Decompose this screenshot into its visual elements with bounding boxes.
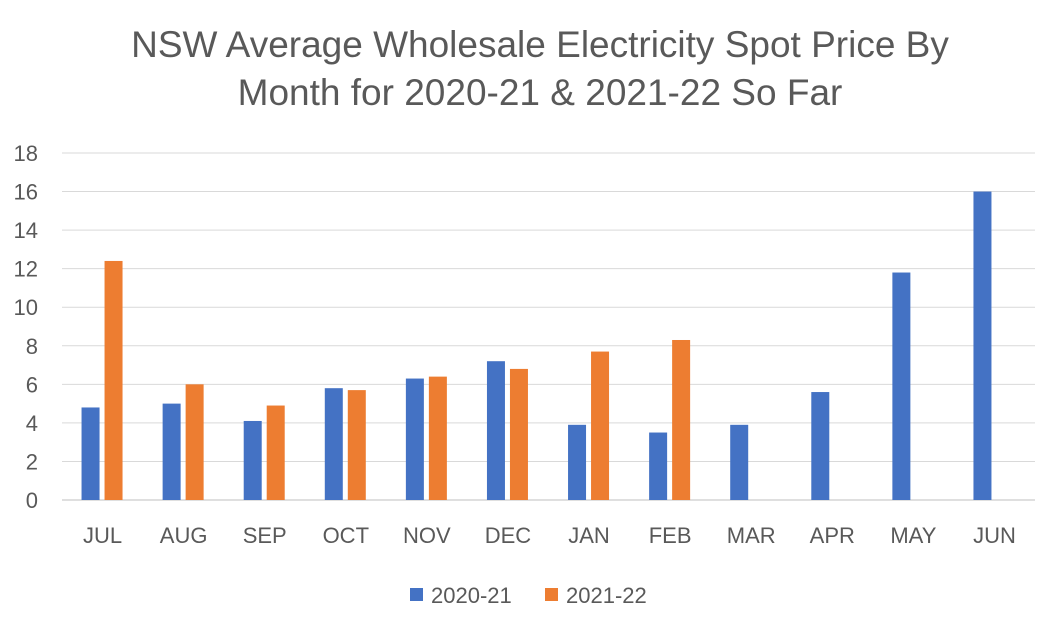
x-tick-label: MAY <box>890 523 936 548</box>
bar-2020-21-MAY <box>892 272 911 500</box>
y-tick-label: 12 <box>14 257 38 282</box>
legend: 2020-21 2021-22 <box>410 583 647 608</box>
x-tick-label: SEP <box>243 523 287 548</box>
bar-2021-22-FEB <box>672 339 691 500</box>
bar-2021-22-SEP <box>266 405 285 500</box>
bar-2021-22-AUG <box>185 384 204 500</box>
y-tick-label: 0 <box>26 488 38 513</box>
y-tick-label: 2 <box>26 449 38 474</box>
y-axis: 0 2 4 6 8 10 12 14 16 18 <box>14 141 38 513</box>
chart-title-line-2: Month for 2020-21 & 2021-22 So Far <box>237 72 843 113</box>
bar-2020-21-SEP <box>243 420 262 500</box>
bar-2020-21-AUG <box>162 403 181 500</box>
bar-2020-21-FEB <box>649 432 668 500</box>
y-tick-label: 8 <box>26 334 38 359</box>
legend-swatch <box>545 588 558 601</box>
bar-2020-21-JUN <box>973 191 992 501</box>
x-tick-label: DEC <box>485 523 532 548</box>
bar-2020-21-NOV <box>405 378 424 500</box>
y-tick-label: 14 <box>14 218 38 243</box>
bar-2020-21-JAN <box>568 424 587 500</box>
x-tick-label: APR <box>810 523 855 548</box>
bar-2021-22-JAN <box>591 351 610 500</box>
legend-label: 2020-21 <box>431 583 512 608</box>
legend-label: 2021-22 <box>566 583 647 608</box>
x-tick-label: JUL <box>83 523 122 548</box>
x-tick-label: JAN <box>568 523 610 548</box>
bar-2021-22-NOV <box>428 376 447 500</box>
x-tick-label: MAR <box>727 523 776 548</box>
x-tick-label: OCT <box>323 523 369 548</box>
x-tick-label: AUG <box>160 523 208 548</box>
bar-2021-22-OCT <box>347 390 366 500</box>
y-tick-label: 16 <box>14 180 38 205</box>
bar-2020-21-JUL <box>81 407 100 500</box>
y-tick-label: 6 <box>26 372 38 397</box>
bar-2021-22-JUL <box>104 260 123 500</box>
gridlines <box>62 152 1035 501</box>
x-axis: JUL AUG SEP OCT NOV DEC JAN FEB MAR APR MAY JUN <box>83 523 1016 548</box>
x-tick-label: JUN <box>973 523 1016 548</box>
x-tick-label: NOV <box>403 523 451 548</box>
bars <box>81 191 992 501</box>
x-tick-label: FEB <box>649 523 692 548</box>
bar-2020-21-OCT <box>324 388 343 500</box>
bar-2021-22-DEC <box>509 368 528 500</box>
bar-2020-21-MAR <box>730 424 749 500</box>
legend-swatch <box>410 588 423 601</box>
y-tick-label: 18 <box>14 141 38 166</box>
y-tick-label: 4 <box>26 411 38 436</box>
bar-2020-21-APR <box>811 392 830 500</box>
y-tick-label: 10 <box>14 295 38 320</box>
bar-2020-21-DEC <box>486 361 505 500</box>
chart-title-line-1: NSW Average Wholesale Electricity Spot P… <box>131 24 949 65</box>
